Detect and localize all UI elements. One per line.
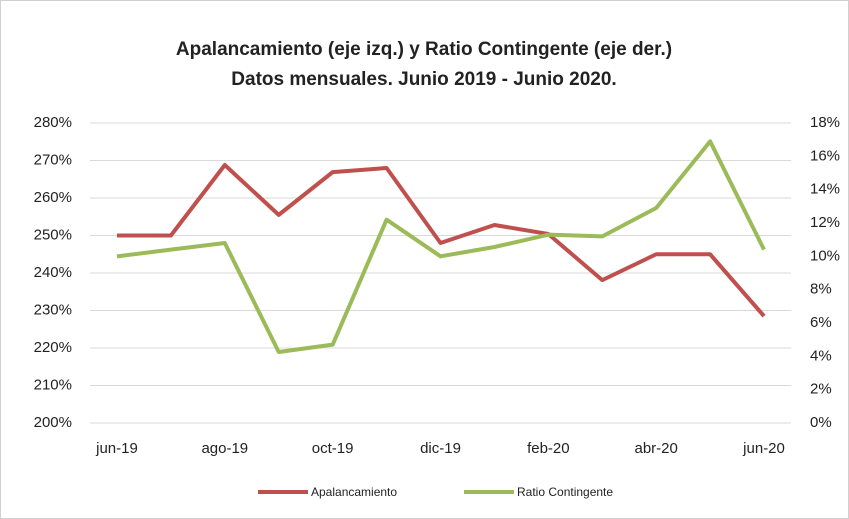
legend-label: Ratio Contingente [517,485,613,499]
y-tick-label: 200% [34,414,72,431]
y-tick-label: 240% [34,264,72,281]
y2-tick-label: 6% [810,314,832,331]
x-tick-label: feb-20 [527,440,570,457]
x-tick-label: dic-19 [420,440,461,457]
y2-tick-label: 10% [810,247,840,264]
y-tick-label: 280% [34,114,72,131]
y-tick-label: 250% [34,226,72,243]
y2-tick-label: 0% [810,414,832,431]
y-tick-label: 260% [34,189,72,206]
y2-tick-label: 4% [810,347,832,364]
x-tick-label: jun-19 [95,440,138,457]
y2-tick-label: 14% [810,181,840,198]
x-tick-label: jun-20 [742,440,785,457]
y-tick-label: 230% [34,301,72,318]
y-tick-label: 210% [34,376,72,393]
y2-tick-label: 8% [810,281,832,298]
legend-label: Apalancamiento [311,485,397,499]
chart-title: Apalancamiento (eje izq.) y Ratio Contin… [176,39,672,60]
x-tick-label: oct-19 [312,440,354,457]
y2-tick-label: 18% [810,114,840,131]
x-tick-label: abr-20 [635,440,678,457]
series-line [116,139,766,354]
y2-tick-label: 2% [810,381,832,398]
y-tick-label: 270% [34,151,72,168]
y-tick-label: 220% [34,339,72,356]
y2-tick-label: 16% [810,147,840,164]
chart-subtitle: Datos mensuales. Junio 2019 - Junio 2020… [231,69,616,90]
y2-tick-label: 12% [810,214,840,231]
x-tick-label: ago-19 [201,440,248,457]
series-line [116,163,766,318]
